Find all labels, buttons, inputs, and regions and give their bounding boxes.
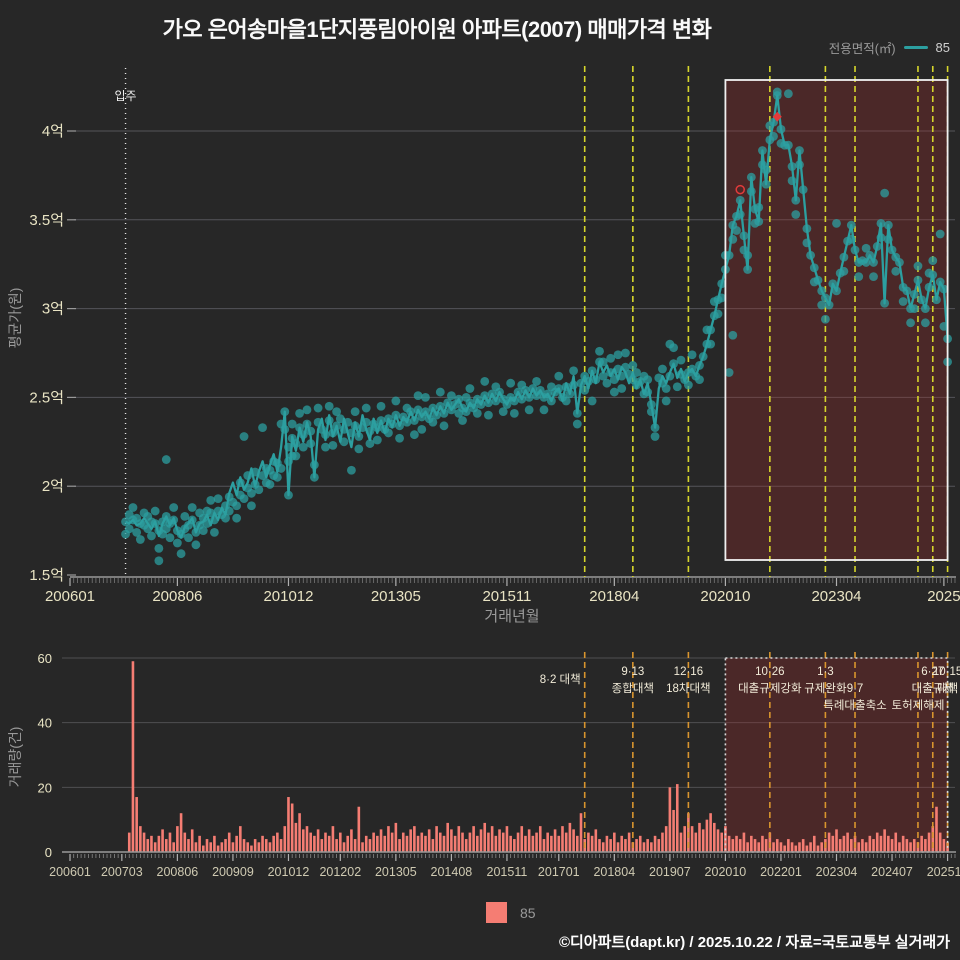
legend-series-label: 85 (935, 40, 950, 55)
svg-text:202010: 202010 (705, 865, 747, 879)
price-y-axis-title: 평균가(원) (7, 288, 23, 349)
svg-text:200601: 200601 (45, 588, 95, 605)
svg-text:200601: 200601 (49, 865, 91, 879)
svg-text:대출규제: 대출규제 (912, 682, 954, 695)
svg-text:20: 20 (38, 780, 52, 795)
svg-text:10·15: 10·15 (933, 666, 960, 678)
svg-text:6·27: 6·27 (921, 666, 944, 678)
volume-x-axis: 200601 200703 200806 200909 201012 201202 2013… (49, 851, 960, 879)
volume-event-lines (583, 652, 949, 852)
volume-highlight-region (725, 658, 948, 852)
svg-text:201804: 201804 (589, 588, 639, 605)
svg-text:3억: 3억 (42, 301, 64, 318)
svg-text:201012: 201012 (268, 865, 310, 879)
svg-text:201804: 201804 (593, 865, 635, 879)
svg-text:201305: 201305 (375, 865, 417, 879)
svg-text:200909: 200909 (212, 865, 254, 879)
svg-text:4억: 4억 (42, 123, 64, 140)
svg-text:18차대책: 18차대책 (666, 681, 711, 695)
legend-line-swatch (903, 46, 928, 49)
svg-text:12·16: 12·16 (674, 666, 703, 678)
svg-text:202510: 202510 (927, 865, 960, 879)
svg-text:202201: 202201 (760, 865, 802, 879)
legend-label: 전용면적(㎡) (828, 42, 896, 56)
svg-text:201511: 201511 (482, 588, 531, 605)
svg-text:60: 60 (38, 651, 52, 666)
volume-bars (127, 661, 949, 852)
volume-legend-series-label: 85 (520, 904, 536, 921)
price-x-axis-title: 거래년월 (484, 608, 539, 625)
legend[interactable]: 전용면적(㎡) 85 (829, 38, 950, 57)
svg-text:9·13: 9·13 (621, 666, 644, 678)
svg-text:201305: 201305 (371, 588, 421, 605)
svg-text:규제완화: 규제완화 (804, 682, 847, 695)
page-title: 가오 은어송마을1단지풍림아이원 아파트(2007) 매매가격 변화 (162, 17, 712, 42)
svg-text:2억: 2억 (42, 478, 64, 495)
svg-text:종합대책: 종합대책 (612, 681, 654, 695)
svg-text:200806: 200806 (152, 588, 202, 605)
svg-text:2025: 2025 (927, 588, 960, 605)
svg-text:0: 0 (45, 845, 52, 860)
svg-text:201202: 201202 (319, 865, 361, 879)
footer-credit: ©디아파트(dapt.kr) / 2025.10.22 / 자료=국토교통부 실… (558, 934, 950, 951)
svg-text:201701: 201701 (538, 865, 580, 879)
svg-text:3.5억: 3.5억 (29, 212, 64, 229)
svg-text:10·26: 10·26 (755, 666, 784, 678)
svg-text:201408: 201408 (431, 865, 473, 879)
volume-legend-swatch (486, 902, 507, 923)
svg-text:201012: 201012 (263, 588, 313, 605)
svg-text:1.5억: 1.5억 (29, 567, 64, 584)
svg-text:9·7: 9·7 (847, 683, 864, 695)
svg-text:1·3: 1·3 (817, 666, 834, 678)
volume-y-axis-title: 거래량(건) (7, 727, 23, 788)
svg-text:2.5억: 2.5억 (29, 389, 64, 406)
svg-text:8·2 대책: 8·2 대책 (540, 672, 581, 686)
svg-text:대책: 대책 (937, 681, 958, 695)
record-price-markers (735, 111, 782, 195)
policy-annotations: 8·2 대책 9·13 종합대책 12·16 18차대책 10·26 대출규제강화 1·3 규제… (540, 666, 960, 712)
svg-text:대출규제강화: 대출규제강화 (738, 682, 802, 695)
move-in-marker: 입주 (114, 68, 137, 577)
svg-text:40: 40 (38, 716, 52, 731)
svg-text:입주: 입주 (114, 89, 136, 103)
price-x-axis: 200601 200806 201012 201305 201511 201804 2020… (45, 576, 960, 605)
svg-text:토허제해제: 토허제해제 (892, 699, 945, 712)
svg-text:202407: 202407 (871, 865, 913, 879)
svg-text:200703: 200703 (101, 865, 143, 879)
volume-gridlines: 0 20 40 60 (38, 651, 955, 860)
volume-legend[interactable]: 85 (486, 902, 536, 923)
svg-text:201511: 201511 (487, 865, 528, 879)
volume-highlight-border (724, 657, 949, 853)
svg-text:202304: 202304 (816, 865, 858, 879)
svg-text:200806: 200806 (157, 865, 199, 879)
svg-text:202010: 202010 (700, 588, 750, 605)
price-highlight-border (724, 79, 949, 561)
svg-text:201907: 201907 (649, 865, 691, 879)
price-line (124, 94, 949, 539)
svg-text:특례대출축소: 특례대출축소 (823, 699, 886, 712)
svg-text:202304: 202304 (811, 588, 861, 605)
